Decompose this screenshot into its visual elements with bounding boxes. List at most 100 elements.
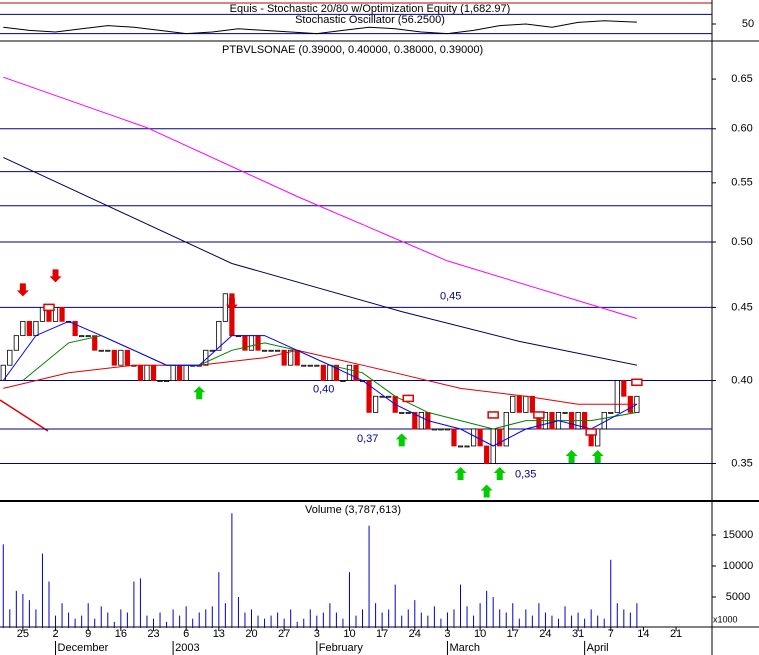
- month-label: 2003: [175, 642, 199, 654]
- ma-line: [3, 20, 637, 35]
- candle: [399, 411, 405, 414]
- candle: [457, 445, 464, 448]
- y-tick-label: 0.50: [731, 236, 752, 248]
- candle: [386, 395, 392, 398]
- candle: [405, 411, 411, 414]
- candle: [275, 349, 281, 352]
- candle: [307, 364, 313, 367]
- candle: [451, 428, 457, 447]
- candle: [248, 335, 255, 351]
- x-tick-label: 24: [539, 628, 551, 640]
- candle: [111, 349, 117, 366]
- candle: [124, 349, 130, 366]
- candle: [529, 395, 535, 413]
- y-tick-label: 15000: [723, 529, 754, 541]
- exit-marker: [43, 303, 55, 312]
- candle: [183, 364, 189, 381]
- month-label: December: [58, 642, 109, 654]
- candle: [562, 411, 568, 414]
- y-tick-label: 50: [742, 18, 754, 30]
- candle: [52, 307, 59, 322]
- ma-line: [3, 76, 638, 320]
- buy-arrow: [454, 466, 467, 480]
- month-label: February: [319, 642, 364, 654]
- candle: [418, 411, 424, 430]
- x-tick-label: 23: [147, 628, 159, 640]
- candle: [516, 395, 522, 413]
- x-tick-label: 10: [343, 628, 355, 640]
- candle: [497, 428, 503, 447]
- x-tick-label: 9: [85, 628, 91, 640]
- sell-arrow: [16, 283, 29, 297]
- candle: [255, 335, 261, 351]
- candle: [209, 349, 215, 352]
- x-tick-label: 3: [444, 628, 450, 640]
- ma-line: [3, 349, 637, 405]
- y-tick-label: 5000: [726, 591, 750, 603]
- x-tick-label: 17: [376, 628, 388, 640]
- month-label: April: [587, 642, 609, 654]
- candle: [20, 320, 26, 337]
- buy-arrow: [193, 386, 206, 400]
- buy-arrow: [591, 449, 604, 463]
- candle: [523, 395, 529, 413]
- x-tick-label: 24: [409, 628, 421, 640]
- x-tick-label: 21: [670, 628, 682, 640]
- candle: [7, 349, 13, 366]
- x-tick-label: 25: [17, 628, 29, 640]
- y-tick-label: 0.45: [731, 301, 752, 313]
- candle: [444, 428, 451, 431]
- buy-arrow: [480, 484, 493, 498]
- candle: [503, 411, 509, 447]
- candle: [105, 349, 111, 352]
- x-tick-label: 3: [314, 628, 320, 640]
- candle: [621, 380, 627, 397]
- x-tick-label: 13: [213, 628, 225, 640]
- candle: [484, 445, 490, 464]
- buy-arrow: [395, 433, 408, 447]
- x-tick-label: 16: [115, 628, 127, 640]
- y-tick-label: 0.55: [731, 177, 752, 189]
- candle: [595, 428, 601, 447]
- candle: [59, 307, 65, 322]
- candle: [314, 364, 320, 367]
- candle: [346, 364, 353, 381]
- stoch-title: Equis - Stochastic 20/80 w/Optimization …: [230, 3, 511, 15]
- x-tick-label: 10: [474, 628, 486, 640]
- candle: [92, 335, 98, 351]
- exit-marker: [533, 411, 545, 419]
- y-tick-label: 0.60: [731, 123, 752, 135]
- candle: [294, 349, 300, 366]
- candle: [464, 445, 470, 448]
- x-tick-label: 31: [572, 628, 584, 640]
- ma-line: [2, 320, 638, 447]
- trend-line: [0, 399, 49, 432]
- exit-marker: [585, 428, 597, 436]
- candle: [470, 428, 477, 447]
- candle: [614, 380, 620, 413]
- candle: [320, 364, 326, 381]
- candle: [222, 293, 228, 322]
- candle: [98, 349, 104, 352]
- candle: [85, 335, 91, 338]
- sell-arrow: [225, 297, 238, 311]
- exit-marker: [631, 378, 643, 387]
- x-tick-label: 7: [608, 628, 614, 640]
- candle: [438, 428, 444, 431]
- candle: [118, 349, 124, 366]
- candle: [288, 349, 294, 366]
- candle: [608, 411, 614, 414]
- candle: [431, 428, 437, 431]
- y-tick-label: 0.35: [731, 457, 752, 469]
- buy-arrow: [565, 449, 578, 463]
- candle: [340, 380, 346, 382]
- candle: [72, 320, 78, 337]
- candle: [144, 364, 150, 381]
- candle: [301, 364, 307, 367]
- x-tick-label: 6: [183, 628, 189, 640]
- candle: [33, 320, 39, 337]
- level-annotation: 0,37: [357, 433, 378, 445]
